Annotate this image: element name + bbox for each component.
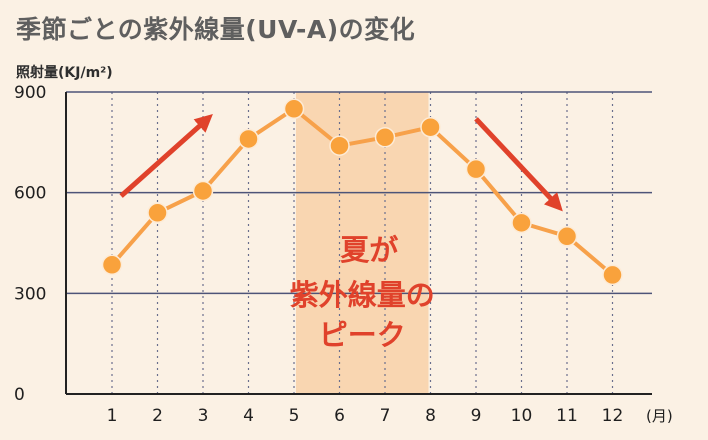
data-point <box>374 127 396 148</box>
x-tick-label: 5 <box>289 406 300 426</box>
x-tick-label: 7 <box>380 406 391 426</box>
y-tick-label: 600 <box>14 184 46 204</box>
x-tick-label: 10 <box>511 406 533 426</box>
data-point <box>147 202 168 224</box>
x-tick-label: 12 <box>602 406 624 426</box>
peak-annotation-line: 紫外線量の <box>290 278 435 312</box>
x-tick-label: 9 <box>471 406 482 426</box>
y-tick-label: 0 <box>14 385 25 405</box>
x-tick-label: 8 <box>425 406 436 426</box>
rising-trend-arrow <box>119 114 213 198</box>
data-point <box>329 135 350 156</box>
x-tick-label: 11 <box>556 406 578 426</box>
peak-annotation-line: 夏が <box>340 233 398 267</box>
data-point <box>238 128 259 150</box>
y-axis-label: 照射量(KJ/m²) <box>16 65 113 81</box>
y-tick-label: 300 <box>14 284 46 304</box>
x-tick-label: 2 <box>152 406 163 426</box>
chart-title: 季節ごとの紫外線量(UV-A)の変化 <box>16 15 416 44</box>
x-tick-label: 4 <box>243 406 254 426</box>
data-point <box>420 116 441 138</box>
data-point <box>511 212 532 234</box>
data-point <box>283 98 305 120</box>
x-axis-unit: (月) <box>646 407 673 425</box>
y-tick-label: 900 <box>14 83 46 103</box>
data-point <box>602 264 623 286</box>
falling-trend-arrow <box>474 117 563 212</box>
x-tick-label: 1 <box>107 406 118 426</box>
data-point <box>465 158 487 180</box>
x-tick-label: 6 <box>334 406 345 426</box>
peak-annotation-line: ピーク <box>319 318 406 352</box>
data-point <box>101 254 123 276</box>
data-point <box>556 226 578 247</box>
data-point <box>192 180 214 202</box>
x-tick-label: 3 <box>198 406 209 426</box>
